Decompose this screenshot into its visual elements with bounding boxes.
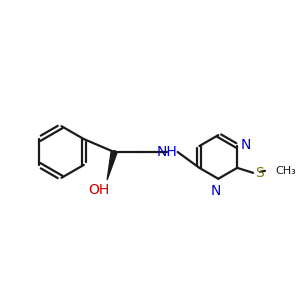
Polygon shape [107,151,117,180]
Text: NH: NH [156,145,177,159]
Text: CH₃: CH₃ [275,166,296,176]
Text: OH: OH [88,183,110,197]
Text: N: N [211,184,221,198]
Text: S: S [255,166,264,180]
Text: N: N [240,138,250,152]
